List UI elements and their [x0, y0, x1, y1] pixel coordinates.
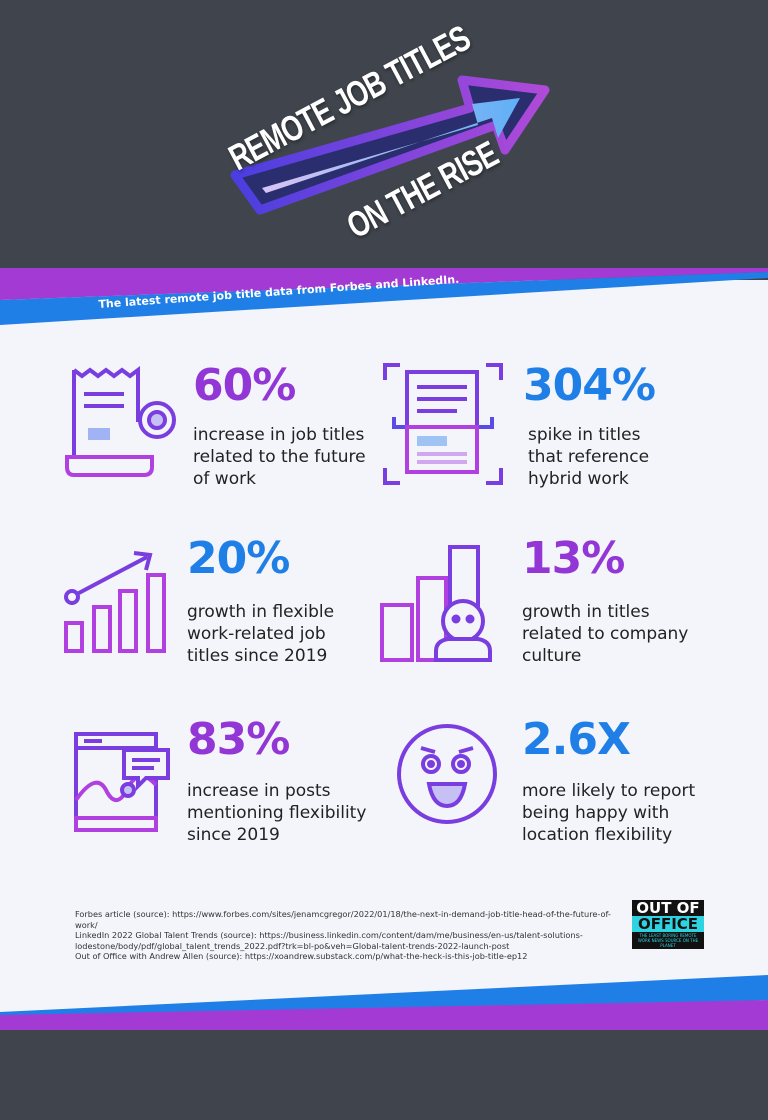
stat-card: 20% growth in flexible work-related job … [187, 535, 372, 667]
source-out-of-office[interactable]: Out of Office with Andrew Allen (source)… [75, 951, 528, 961]
person-bar-chart-icon [380, 545, 492, 662]
stat-card: 83% increase in posts mentioning flexibi… [187, 716, 377, 846]
receipt-coin-icon [65, 366, 176, 477]
stat-description: more likely to report being happy with l… [522, 781, 696, 845]
out-of-office-logo: OUT OF OFFICE THE LEAST BORING REMOTE WO… [632, 900, 704, 949]
sources-list: Forbes article (source): https://www.for… [75, 909, 615, 962]
document-scan-icon [383, 363, 503, 485]
stat-value: 13% [522, 533, 625, 584]
stat-description: increase in posts mentioning flexibility… [187, 781, 367, 845]
arrow-icon [230, 75, 550, 215]
stat-description: growth in titles related to company cult… [522, 602, 689, 666]
stat-value: 83% [187, 714, 290, 765]
stat-description: increase in job titles related to the fu… [193, 425, 366, 489]
stat-value: 20% [187, 533, 290, 584]
stat-card: 60% increase in job titles related to th… [193, 362, 368, 490]
stat-card: 2.6X more likely to report being happy w… [522, 716, 717, 846]
stat-value: 304% [523, 360, 656, 411]
logo-line-1: OUT OF [632, 900, 704, 916]
source-forbes[interactable]: Forbes article (source): https://www.for… [75, 909, 611, 930]
stat-description: growth in flexible work-related job titl… [187, 602, 335, 666]
logo-line-2: OFFICE [632, 916, 704, 932]
happy-face-icon [397, 724, 497, 824]
stat-card: 304% spike in titles that reference hybr… [523, 362, 678, 490]
footer-band [0, 1030, 768, 1120]
stat-value: 60% [193, 360, 296, 411]
growth-chart-icon [64, 551, 166, 653]
browser-chat-chart-icon [74, 732, 170, 832]
logo-tagline: THE LEAST BORING REMOTE WORK NEWS SOURCE… [632, 932, 704, 949]
stat-card: 13% growth in titles related to company … [522, 535, 712, 667]
stat-value: 2.6X [522, 714, 631, 765]
source-linkedin[interactable]: LinkedIn 2022 Global Talent Trends (sour… [75, 930, 583, 951]
stat-description: spike in titles that reference hybrid wo… [528, 425, 650, 489]
